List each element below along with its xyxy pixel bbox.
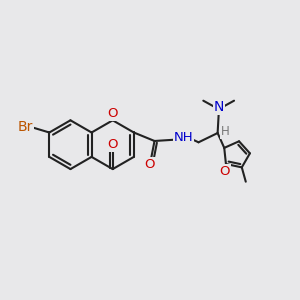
Text: NH: NH [174,130,194,143]
Text: Br: Br [18,120,33,134]
Text: O: O [107,138,118,151]
Text: O: O [144,158,154,171]
Text: O: O [219,165,230,178]
Text: N: N [214,100,224,114]
Text: H: H [221,125,230,138]
Text: O: O [107,107,118,120]
